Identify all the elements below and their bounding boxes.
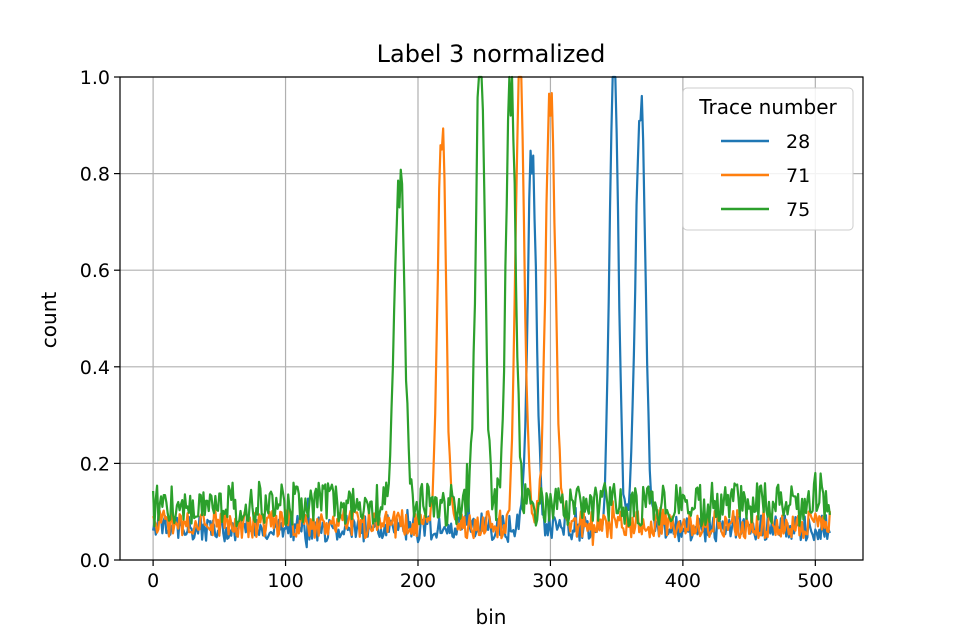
x-tick-label: 100 <box>267 570 303 592</box>
y-tick-label: 0.8 <box>80 164 110 186</box>
legend-label-71: 71 <box>786 165 810 187</box>
y-tick-label: 0.0 <box>80 550 110 572</box>
y-tick-label: 0.6 <box>80 260 110 282</box>
x-tick-label: 0 <box>147 570 159 592</box>
legend-label-75: 75 <box>786 199 810 221</box>
series-line-75 <box>152 75 831 528</box>
y-axis: 0.0 0.2 0.4 0.6 0.8 1.0 <box>80 67 120 572</box>
y-tick-label: 0.4 <box>80 357 110 379</box>
y-tick-label: 0.2 <box>80 453 110 475</box>
plot-frame <box>119 76 864 561</box>
x-tick-label: 500 <box>797 570 833 592</box>
x-tick-label: 300 <box>532 570 568 592</box>
legend-title: Trace number <box>698 95 837 119</box>
series-line-71 <box>152 75 831 547</box>
legend-box <box>682 87 854 231</box>
x-tick-label: 400 <box>665 570 701 592</box>
chart-title: Label 3 normalized <box>377 40 606 68</box>
x-axis-label: bin <box>476 605 507 629</box>
x-tick-label: 200 <box>400 570 436 592</box>
plot-lines <box>152 75 831 549</box>
y-axis-label: count <box>37 292 61 349</box>
y-tick-label: 1.0 <box>80 67 110 89</box>
legend: Trace number 28 71 75 <box>682 87 854 231</box>
legend-label-28: 28 <box>786 131 810 153</box>
x-axis: 0 100 200 300 400 500 <box>147 560 833 592</box>
